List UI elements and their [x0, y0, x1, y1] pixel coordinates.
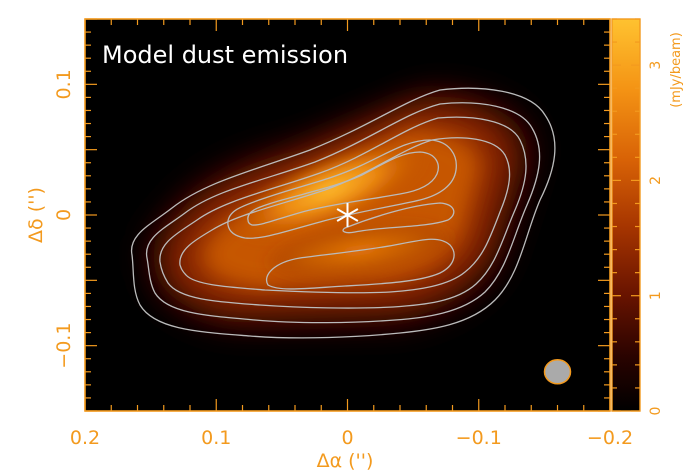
contour-level-6	[247, 151, 439, 226]
colorbar-ticks	[612, 18, 640, 412]
colorbar-gradient	[612, 19, 640, 411]
colorbar-label: (mJy/beam)	[669, 32, 684, 108]
contour-lines	[130, 87, 556, 339]
star-marker	[336, 203, 359, 227]
star-marker-arm	[336, 208, 359, 222]
beam-ellipse	[543, 359, 572, 385]
x-tick-label: −0.1	[456, 427, 502, 449]
emission-map	[152, 95, 530, 322]
colorbar-tick-label: 2	[648, 176, 664, 185]
colorbar-tick-label: 1	[648, 291, 664, 300]
x-axis-label: Δα ('')	[317, 450, 374, 472]
colorbar-tick-label: 3	[648, 61, 664, 70]
x-tick-label: −0.2	[587, 427, 633, 449]
y-tick-label: −0.1	[53, 323, 75, 369]
y-axis-label: Δδ ('')	[25, 187, 47, 243]
x-axis-tick-labels: 0.2 0.1 0 −0.1 −0.2	[70, 427, 633, 449]
contour-level-5-mid	[342, 202, 455, 234]
contour-level-2	[145, 102, 541, 324]
y-tick-label: 0.1	[53, 69, 75, 99]
x-tick-label: 0.2	[70, 427, 100, 449]
contour-level-4	[179, 137, 511, 294]
contour-level-5-north	[227, 139, 457, 239]
x-tick-label: 0.1	[201, 427, 231, 449]
y-tick-label: 0	[53, 209, 75, 221]
contour-level-5-south	[265, 238, 455, 290]
colorbar-tick-labels: 0 1 2 3	[648, 61, 664, 416]
colorbar-frame	[611, 18, 641, 412]
contour-level-3	[159, 116, 527, 309]
chart-title: Model dust emission	[102, 41, 348, 69]
colorbar-tick-label: 0	[648, 407, 664, 416]
x-tick-label: 0	[341, 427, 353, 449]
y-axis-ticks	[85, 18, 610, 412]
x-axis-ticks	[84, 19, 611, 411]
y-axis-tick-labels: 0.1 0 −0.1	[53, 69, 75, 369]
contour-level-1	[130, 87, 556, 339]
